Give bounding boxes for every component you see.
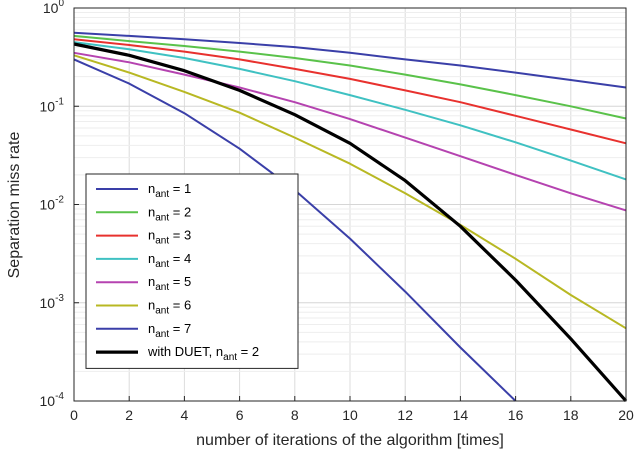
series-line-1	[73, 31, 627, 89]
y-axis-label: Separation miss rate	[6, 132, 23, 279]
y-tick-label: 10-4	[40, 391, 65, 409]
y-tick-labels: 100 10-1 10-2 10-3 10-4	[40, 0, 79, 409]
series-line-4	[73, 41, 627, 181]
x-tick-label: 2	[125, 407, 133, 423]
series-line-5	[73, 51, 627, 212]
series-line-2	[73, 34, 627, 120]
legend-label-5: nant = 5	[148, 274, 191, 293]
legend-label-6: nant = 6	[148, 298, 191, 317]
x-tick-label: 20	[618, 407, 634, 423]
y-tick-label: 10-2	[40, 195, 65, 213]
y-tick-label: 10-1	[40, 96, 65, 114]
series-line-6	[73, 54, 627, 330]
x-tick-label: 8	[291, 407, 299, 423]
legend-label-8: with DUET, nant = 2	[147, 344, 259, 363]
legend-label-7: nant = 7	[148, 321, 191, 340]
x-axis-label: number of iterations of the algorithm [t…	[196, 432, 504, 449]
x-tick-label: 18	[563, 407, 579, 423]
grid-lines	[74, 8, 626, 401]
y-tick-label: 100	[43, 0, 65, 16]
x-tick-label: 12	[397, 407, 413, 423]
x-tick-labels: 0 2 4 6 8 10 12 14 16 18 20	[70, 396, 634, 423]
legend-label-4: nant = 4	[148, 251, 191, 270]
legend: nant = 1 nant = 2 nant = 3 nant = 4 nant = 5…	[85, 173, 299, 369]
x-tick-label: 6	[236, 407, 244, 423]
legend-label-1: nant = 1	[148, 181, 191, 200]
x-tick-label: 14	[453, 407, 469, 423]
legend-label-3: nant = 3	[148, 228, 191, 247]
x-tick-label: 0	[70, 407, 78, 423]
series-line-3	[73, 38, 627, 145]
legend-label-2: nant = 2	[148, 204, 191, 223]
x-tick-label: 4	[181, 407, 189, 423]
legend-box	[85, 173, 299, 369]
x-tick-label: 10	[342, 407, 358, 423]
x-tick-label: 16	[508, 407, 524, 423]
series-line-8	[73, 42, 628, 403]
y-tick-label: 10-3	[40, 293, 65, 311]
